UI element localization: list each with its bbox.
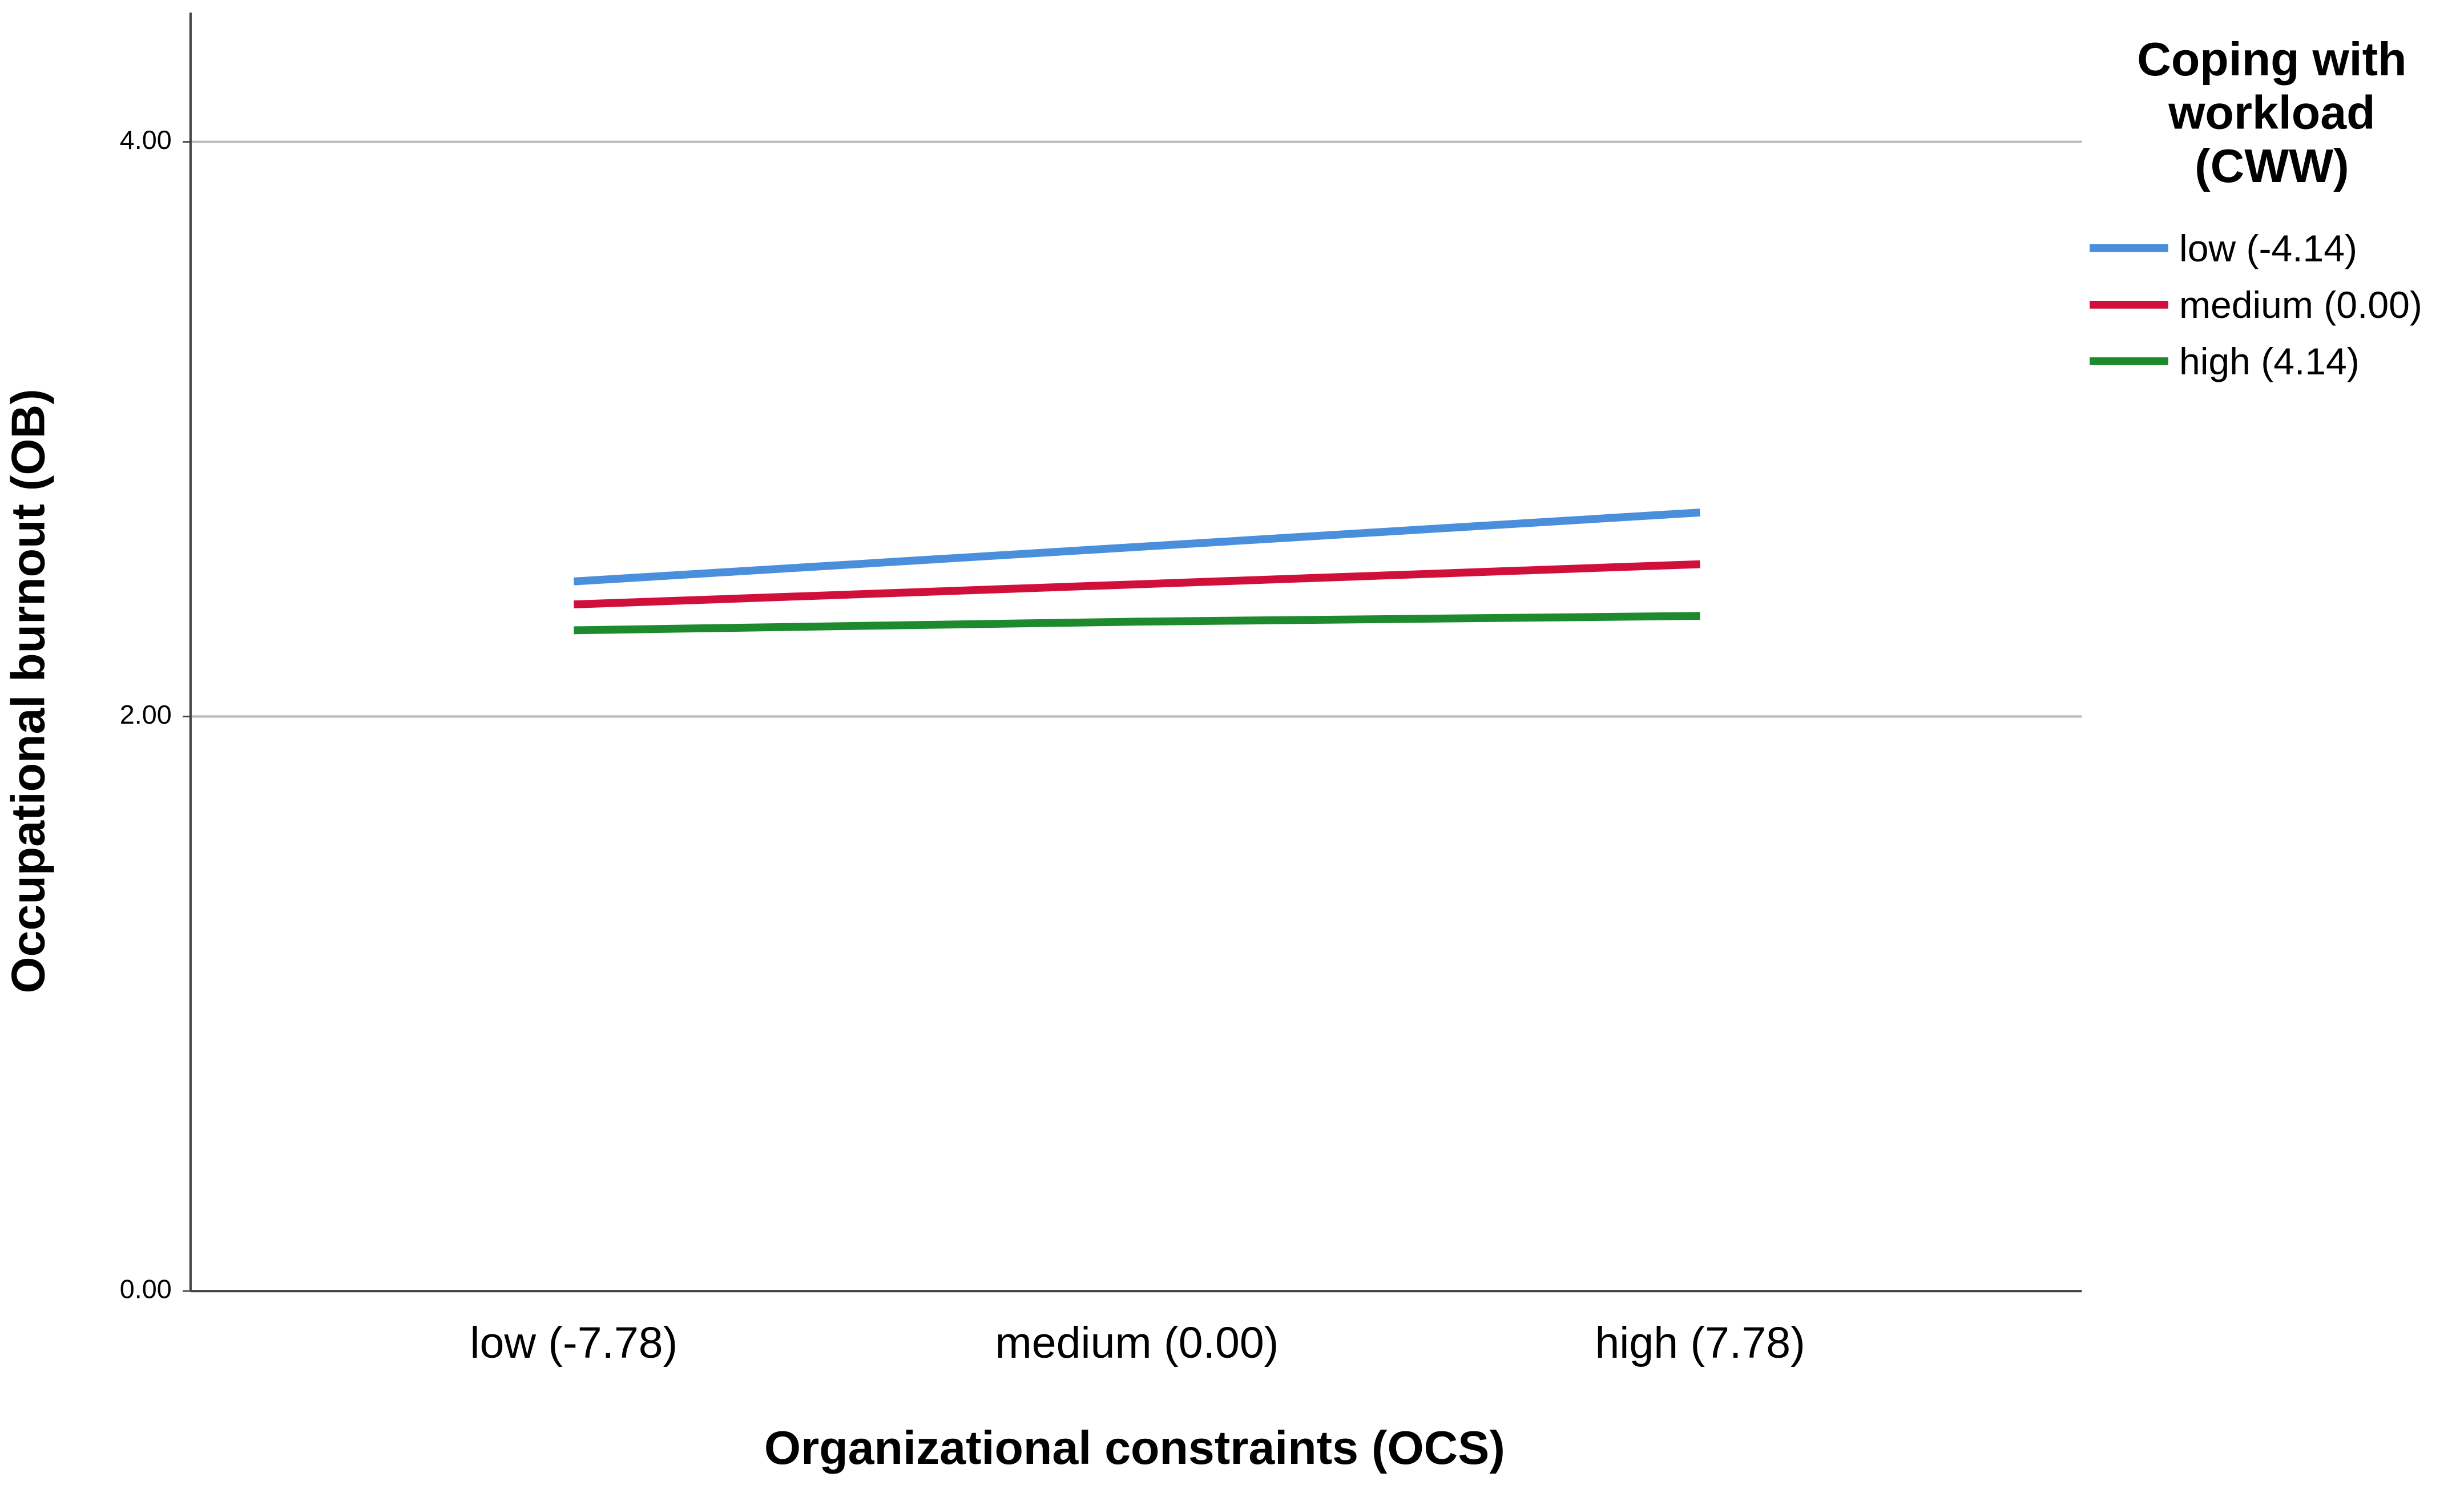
legend-title: workload	[2168, 86, 2375, 139]
series-line	[574, 612, 1700, 635]
y-axis-title: Occupational burnout (OB)	[2, 389, 55, 993]
x-tick-label: medium (0.00)	[995, 1318, 1279, 1367]
y-tick-label: 4.00	[120, 125, 172, 155]
legend-label: low (-4.14)	[2179, 227, 2357, 269]
legend-label: medium (0.00)	[2179, 284, 2422, 326]
legend-label: high (4.14)	[2179, 340, 2360, 382]
legend-title: Coping with	[2137, 33, 2406, 86]
y-tick-label: 0.00	[120, 1274, 172, 1304]
x-axis-title: Organizational constraints (OCS)	[764, 1422, 1505, 1474]
series-line	[574, 560, 1700, 608]
x-tick-label: low (-7.78)	[470, 1318, 678, 1367]
legend-title: (CWW)	[2195, 140, 2349, 192]
y-tick-label: 2.00	[120, 700, 172, 729]
x-tick-label: high (7.78)	[1595, 1318, 1805, 1367]
series-line	[573, 509, 1701, 586]
